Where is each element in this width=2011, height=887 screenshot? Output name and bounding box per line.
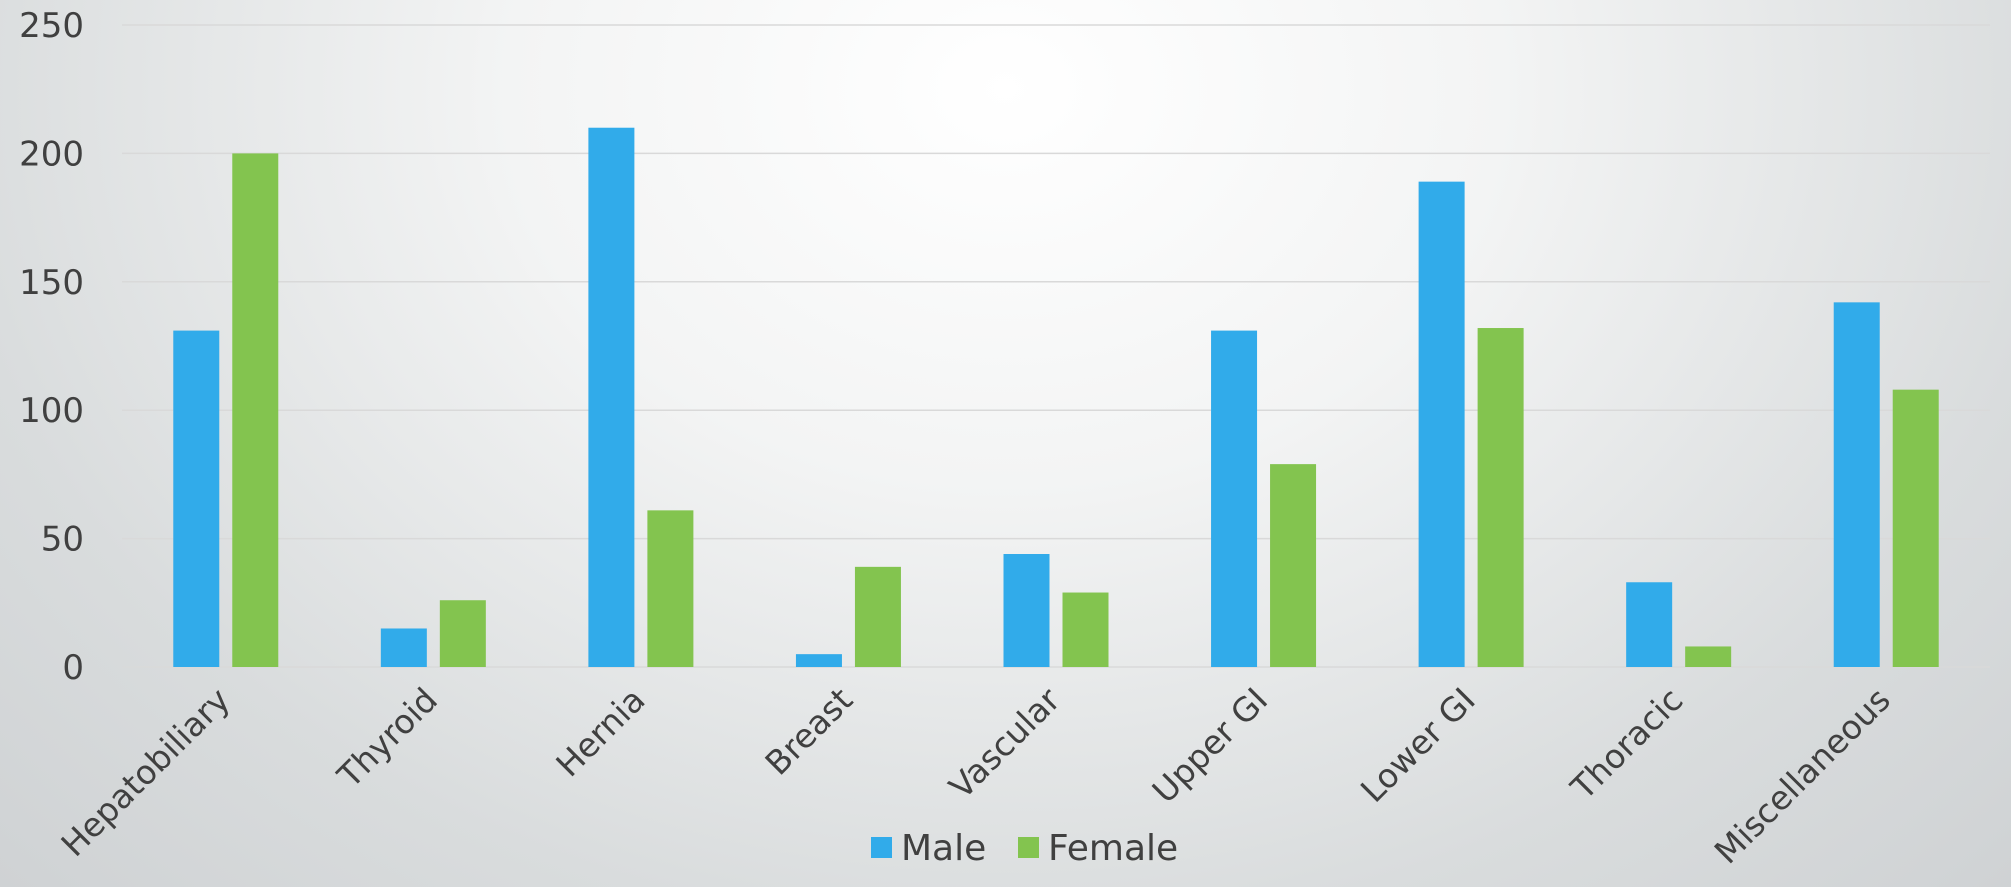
y-tick-label: 50 (41, 520, 84, 560)
y-tick-label: 250 (19, 6, 84, 46)
x-category-label: Thoracic (1563, 680, 1691, 808)
bar-male-vascular (1003, 554, 1050, 667)
bar-female-miscellaneous (1892, 389, 1939, 667)
x-category-label: Breast (757, 680, 860, 783)
bar-female-thyroid (439, 600, 486, 667)
bar-male-upper-gi (1211, 330, 1258, 667)
legend-swatch-male (871, 837, 892, 858)
legend-swatch-female (1018, 837, 1039, 858)
y-axis-tick-labels: 0 50 100 150 200 250 (19, 6, 84, 688)
bar-female-upper-gi (1270, 464, 1317, 667)
y-tick-label: 200 (19, 134, 84, 174)
x-category-label: Miscellaneous (1707, 680, 1898, 871)
legend: Male Female (871, 828, 1178, 869)
bars (173, 127, 1939, 668)
gridlines (122, 24, 1990, 668)
bar-male-thoracic (1626, 582, 1673, 667)
bar-female-hernia (647, 510, 694, 667)
bar-male-miscellaneous (1833, 302, 1880, 667)
bar-male-hernia (588, 127, 635, 668)
x-category-label: Thyroid (329, 680, 445, 796)
bar-female-lower-gi (1477, 328, 1524, 667)
bar-female-hepatobiliary (232, 153, 279, 667)
bar-female-thoracic (1685, 646, 1732, 667)
bar-male-lower-gi (1418, 181, 1465, 667)
x-category-label: Hernia (548, 680, 652, 784)
bar-male-hepatobiliary (173, 330, 220, 667)
y-tick-label: 100 (19, 391, 84, 431)
y-tick-label: 150 (19, 263, 84, 303)
bar-female-vascular (1062, 592, 1109, 667)
x-category-label: Vascular (941, 680, 1067, 806)
legend-label-male: Male (901, 828, 986, 869)
x-category-label: Hepatobiliary (53, 680, 237, 864)
legend-label-female: Female (1048, 828, 1178, 869)
x-category-label: Upper GI (1145, 680, 1276, 811)
bar-female-breast (854, 566, 901, 667)
bar-male-breast (795, 654, 842, 667)
y-tick-label: 0 (62, 648, 84, 688)
bar-male-thyroid (380, 628, 427, 667)
x-category-label: Lower GI (1353, 680, 1483, 810)
